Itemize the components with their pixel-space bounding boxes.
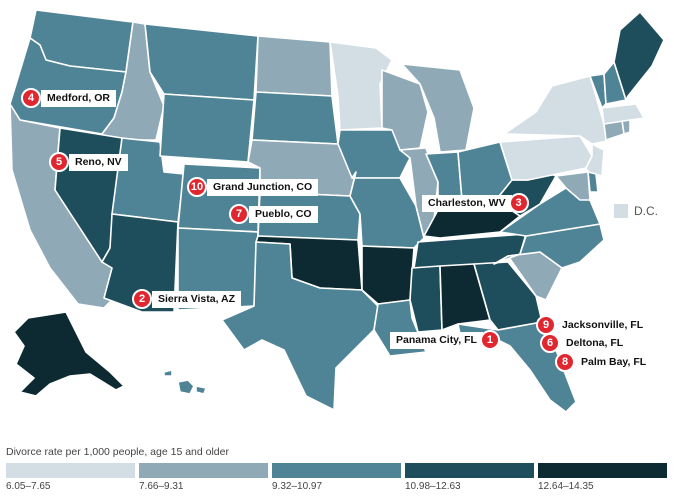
dc-label: D.C. xyxy=(634,204,658,218)
rank-badge: 6 xyxy=(540,333,560,353)
state-ms xyxy=(409,265,443,333)
legend-range: 12.64–14.35 xyxy=(538,481,594,492)
marker-deltona-fl: 6 Deltona, FL xyxy=(540,333,630,353)
marker-charleston-wv: Charleston, WV 3 xyxy=(422,193,529,213)
marker-reno-nv: 5 Reno, NV xyxy=(49,152,128,172)
state-nd xyxy=(255,35,333,97)
city-label: Grand Junction, CO xyxy=(207,178,319,196)
state-al xyxy=(439,263,491,331)
rank-badge: 5 xyxy=(49,152,69,172)
legend-title: Divorce rate per 1,000 people, age 15 an… xyxy=(6,446,229,458)
marker-grand-junction-co: 10 Grand Junction, CO xyxy=(187,177,319,197)
state-mn xyxy=(329,41,393,131)
state-mi xyxy=(401,63,475,153)
legend-bin-5: 12.64–14.35 xyxy=(538,463,667,492)
state-hi xyxy=(163,369,207,395)
rank-badge: 4 xyxy=(21,88,41,108)
marker-palm-bay-fl: 8 Palm Bay, FL xyxy=(555,352,653,372)
state-az xyxy=(101,213,179,313)
state-ar xyxy=(361,245,415,305)
rank-badge: 10 xyxy=(187,177,207,197)
state-ca xyxy=(9,103,113,309)
state-md xyxy=(555,171,591,201)
legend-swatch xyxy=(272,463,401,478)
states-layer xyxy=(9,9,665,413)
state-wy xyxy=(159,93,255,163)
us-choropleth-map xyxy=(9,9,665,413)
legend-range: 7.66–9.31 xyxy=(139,481,184,492)
marker-jacksonville-fl: 9 Jacksonville, FL xyxy=(536,315,650,335)
marker-medford-or: 4 Medford, OR xyxy=(21,88,116,108)
legend-bin-2: 7.66–9.31 xyxy=(139,463,268,492)
legend-swatch xyxy=(139,463,268,478)
dc-swatch xyxy=(614,204,628,218)
city-label: Palm Bay, FL xyxy=(575,353,653,371)
state-mt xyxy=(144,23,259,101)
state-me xyxy=(613,11,665,101)
legend-swatch xyxy=(405,463,534,478)
marker-panama-city-fl: Panama City, FL 1 xyxy=(390,330,500,350)
legend-bin-4: 10.98–12.63 xyxy=(405,463,534,492)
legend-range: 10.98–12.63 xyxy=(405,481,461,492)
state-tx xyxy=(221,241,379,411)
legend-range: 6.05–7.65 xyxy=(6,481,51,492)
state-ma xyxy=(601,103,645,125)
marker-pueblo-co: 7 Pueblo, CO xyxy=(229,204,318,224)
rank-badge: 8 xyxy=(555,352,575,372)
rank-badge: 2 xyxy=(132,289,152,309)
city-label: Reno, NV xyxy=(69,153,128,171)
legend-swatch xyxy=(6,463,135,478)
state-nc xyxy=(493,223,605,269)
city-label: Jacksonville, FL xyxy=(556,316,650,334)
state-ri xyxy=(621,119,631,135)
city-label: Sierra Vista, AZ xyxy=(152,290,242,308)
city-label: Medford, OR xyxy=(41,89,116,107)
city-label: Charleston, WV xyxy=(422,194,512,212)
legend-swatch xyxy=(538,463,667,478)
state-sd xyxy=(251,91,339,145)
marker-sierra-vista-az: 2 Sierra Vista, AZ xyxy=(132,289,242,309)
rank-badge: 3 xyxy=(508,193,529,213)
rank-badge: 7 xyxy=(229,204,249,224)
rank-badge: 1 xyxy=(479,330,500,350)
state-ak xyxy=(13,311,125,397)
legend-range: 9.32–10.97 xyxy=(272,481,323,492)
legend-bin-1: 6.05–7.65 xyxy=(6,463,135,492)
legend-bin-3: 9.32–10.97 xyxy=(272,463,401,492)
city-label: Panama City, FL xyxy=(390,331,483,349)
dc-legend: D.C. xyxy=(614,204,658,218)
city-label: Pueblo, CO xyxy=(249,205,318,223)
city-label: Deltona, FL xyxy=(560,334,630,352)
rank-badge: 9 xyxy=(536,315,556,335)
